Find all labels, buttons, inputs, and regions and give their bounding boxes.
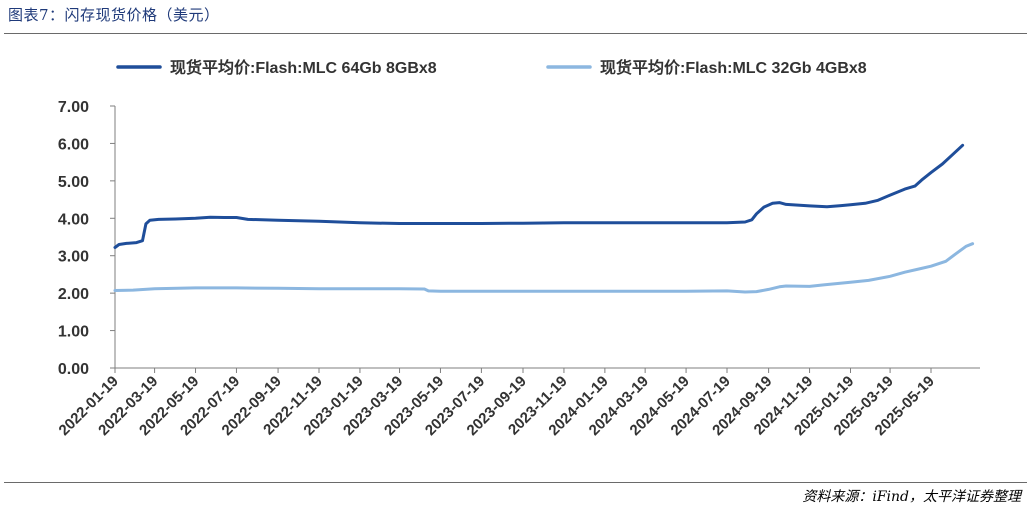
source-note: 资料来源：iFind，太平洋证券整理 <box>802 489 1021 505</box>
y-tick-label: 3.00 <box>58 249 89 266</box>
y-tick-label: 0.00 <box>58 361 89 378</box>
line-chart: 现货平均价:Flash:MLC 64Gb 8GBx8 现货平均价:Flash:ML… <box>56 58 980 439</box>
bottom-divider <box>4 482 1027 483</box>
y-tick-label: 6.00 <box>58 136 89 153</box>
series-line-1 <box>113 143 965 249</box>
y-tick-label: 7.00 <box>58 99 89 116</box>
y-tick-label: 1.00 <box>58 324 89 341</box>
y-tick-label: 2.00 <box>58 286 89 303</box>
series-lines <box>113 143 975 294</box>
axes <box>114 106 980 369</box>
series-line-2 <box>113 242 975 294</box>
legend-label-1: 现货平均价:Flash:MLC 64Gb 8GBx8 <box>170 58 437 77</box>
top-divider <box>4 33 1027 34</box>
x-axis-ticks: 2022-01-192022-03-192022-05-192022-07-19… <box>56 368 938 439</box>
y-axis-ticks: 0.00 1.00 2.00 3.00 4.00 5.00 6.00 7.00 <box>58 99 115 378</box>
legend: 现货平均价:Flash:MLC 64Gb 8GBx8 现货平均价:Flash:ML… <box>116 58 867 77</box>
y-tick-label: 4.00 <box>58 211 89 228</box>
chart-title: 图表7：闪存现货价格（美元） <box>8 6 220 24</box>
legend-label-2: 现货平均价:Flash:MLC 32Gb 4GBx8 <box>600 58 867 77</box>
y-tick-label: 5.00 <box>58 174 89 191</box>
